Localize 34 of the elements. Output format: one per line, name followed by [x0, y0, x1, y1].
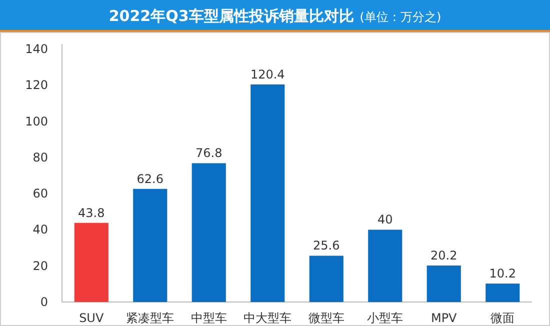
data-label: 120.4 [250, 67, 285, 82]
chart-subtitle: (单位：万分之) [360, 10, 442, 24]
bar [192, 163, 226, 302]
data-label: 40 [377, 212, 393, 227]
x-tick-label: 微型车 [308, 311, 344, 325]
bar [486, 284, 520, 302]
x-tick-label: MPV [430, 311, 458, 325]
chart-title: 2022年Q3车型属性投诉销量比对比 [108, 7, 354, 25]
data-label: 20.2 [430, 248, 458, 262]
y-tick-label: 80 [32, 150, 48, 164]
y-tick-label: 100 [25, 114, 48, 128]
bar [426, 265, 461, 302]
bar [368, 230, 402, 302]
y-tick-label: 0 [40, 295, 48, 309]
x-tick-label: 紧凑型车 [126, 311, 174, 325]
x-tick-label: SUV [79, 311, 104, 325]
y-tick-label: 20 [32, 258, 48, 273]
data-label: 43.8 [78, 206, 105, 220]
x-tick-label: 中大型车 [244, 311, 292, 325]
bar [309, 256, 344, 302]
x-tick-label: 中型车 [190, 311, 227, 325]
y-tick-label: 140 [25, 42, 48, 56]
y-tick-label: 120 [25, 78, 48, 92]
data-label: 62.6 [136, 172, 164, 186]
x-tick-label: 小型车 [367, 311, 404, 325]
data-label: 76.8 [196, 146, 222, 160]
data-label: 10.2 [489, 266, 516, 281]
x-tick-label: 微面 [490, 311, 515, 325]
y-tick-label: 60 [32, 186, 48, 201]
bar [133, 188, 168, 302]
bar [250, 84, 285, 302]
bar [74, 222, 108, 302]
y-tick-label: 40 [32, 222, 48, 237]
data-label: 25.6 [313, 238, 340, 253]
